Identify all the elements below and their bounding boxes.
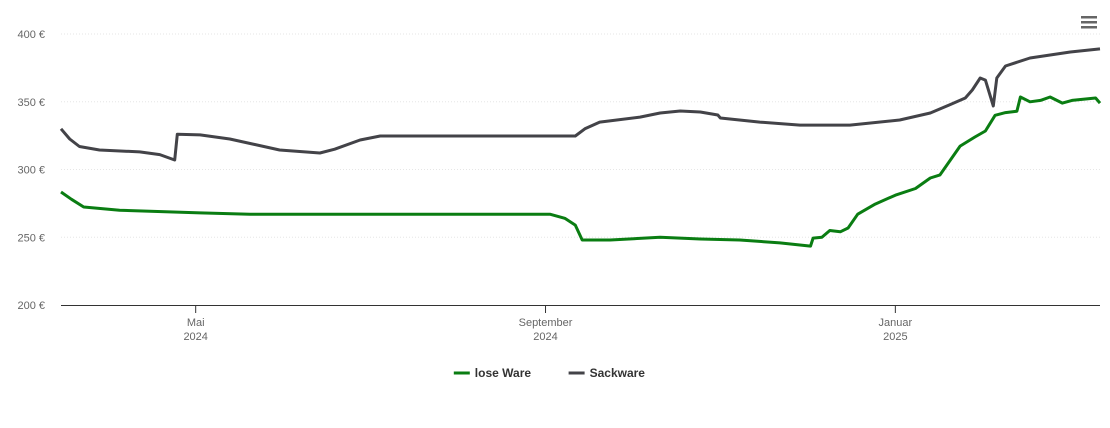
x-tick-year: 2024 [183, 331, 207, 343]
y-tick-label: 300 € [17, 165, 45, 177]
x-tick-year: 2024 [533, 331, 557, 343]
series-line [59, 47, 1101, 162]
x-tick-label: September [519, 317, 573, 329]
menu-bar [1081, 21, 1097, 24]
y-tick-label: 400 € [17, 29, 45, 41]
menu-bar [1081, 16, 1097, 19]
series-line [60, 95, 1102, 248]
x-tick-year: 2025 [883, 331, 907, 343]
legend-label: Sackware [590, 366, 646, 380]
y-tick-label: 350 € [17, 97, 45, 109]
y-tick-label: 250 € [17, 232, 45, 244]
legend-label: lose Ware [475, 366, 532, 380]
y-tick-label: 200 € [17, 300, 45, 312]
menu-icon[interactable] [1081, 16, 1097, 29]
x-tick-label: Januar [879, 317, 913, 329]
x-tick-label: Mai [187, 317, 205, 329]
menu-bar [1081, 26, 1097, 29]
